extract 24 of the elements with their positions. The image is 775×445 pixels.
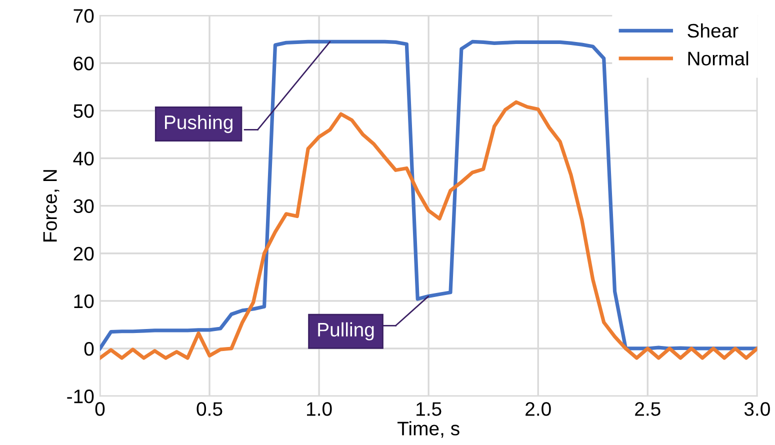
y-tick-label: 30 — [74, 199, 94, 214]
x-tick-label: 0 — [95, 402, 105, 416]
y-tick-label: 50 — [74, 104, 94, 118]
x-axis-title: Time, s — [398, 421, 460, 438]
y-tick-label: 70 — [74, 9, 94, 23]
y-tick-label: 60 — [74, 56, 94, 70]
x-tick-label: 1.0 — [307, 402, 332, 416]
x-tick-label: 0.5 — [196, 402, 222, 416]
y-tick-label: 40 — [73, 152, 94, 166]
y-tick-label: 0 — [84, 342, 94, 356]
x-tick-label: 1.5 — [416, 402, 442, 416]
legend-label: Normal — [688, 51, 748, 66]
legend-label: Shear — [688, 23, 738, 38]
y-tick-label: -10 — [67, 390, 94, 404]
x-tick-label: 2.0 — [526, 402, 551, 416]
y-axis-title: Force, N — [43, 170, 60, 242]
line-series — [100, 40, 758, 350]
annotation: Pulling — [318, 322, 374, 340]
y-tick-label: 10 — [74, 294, 94, 308]
x-tick-label: 2.5 — [635, 402, 660, 416]
y-tick-label: 20 — [74, 246, 94, 261]
annotation: Pushing — [165, 114, 232, 134]
line-series — [100, 100, 758, 360]
x-tick-label: 3.0 — [744, 402, 770, 416]
